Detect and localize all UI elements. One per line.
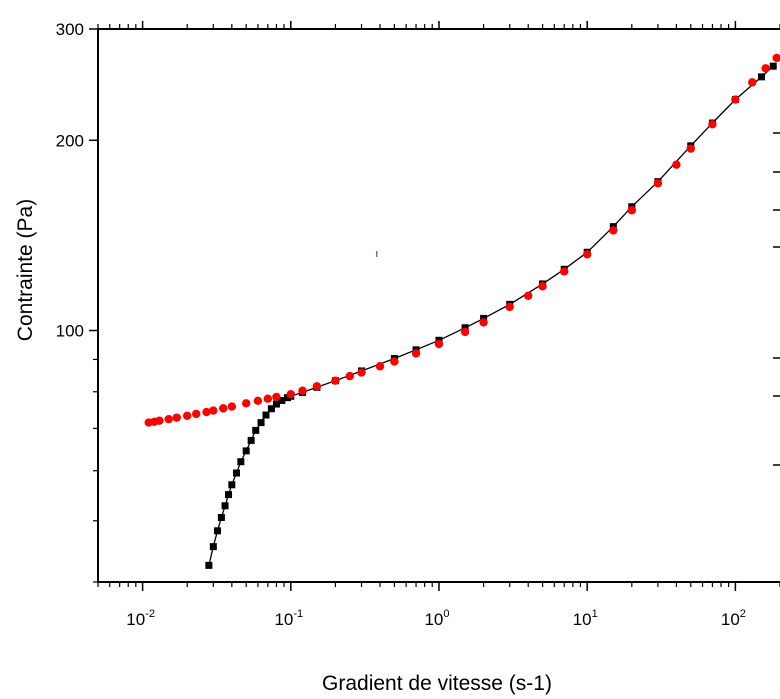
data-point [772,53,780,63]
data-point [253,396,263,406]
data-point [272,392,281,402]
data-point [524,291,533,300]
data-point [219,404,228,413]
data-point [278,396,286,404]
data-point [209,543,217,551]
data-point [263,394,273,403]
tick-labels: 10-2 10-1 100 101 102 100 200 300 [56,20,746,629]
x-tick-label: 102 [721,608,746,629]
data-point [237,458,245,466]
data-point [183,411,192,420]
data-point [538,282,547,291]
data-point [267,405,275,413]
data-point [241,399,251,408]
series-line [208,65,774,566]
data-point [761,64,770,73]
y-axis-title: Contrainte (Pa) [14,199,37,341]
y-tick-label: 200 [56,131,84,150]
series-2 [144,53,780,427]
data-point [205,561,213,569]
x-tick-label: 10-1 [274,608,303,629]
data-point [192,409,201,419]
data-point [375,362,385,371]
data-point [731,95,740,104]
x-axis-title: Gradient de vitesse (s-1) [322,672,552,695]
data-point [345,371,354,381]
data-point [257,419,265,427]
data-point [242,447,250,455]
data-point [164,414,173,424]
data-point [312,382,322,391]
stray-mark [376,251,378,257]
data-point [202,407,211,417]
data-point [434,339,444,349]
data-point [653,179,663,188]
series-layer [144,53,780,569]
data-point [252,426,260,434]
data-point [708,120,717,129]
data-point [232,469,240,477]
data-point [209,406,218,415]
data-point [286,389,296,399]
data-point [225,491,233,499]
data-point [228,481,236,489]
data-point [272,400,280,408]
data-point [769,62,777,70]
data-point [686,144,695,153]
data-point [411,349,421,358]
x-tick-label: 10-2 [126,608,155,629]
data-point [172,413,181,422]
data-point [560,267,569,276]
data-point [357,368,366,377]
plot-frame [97,28,780,583]
x-tick-label: 101 [573,608,598,629]
data-point [247,436,255,444]
data-point [505,302,514,312]
data-point [627,206,637,215]
data-point [262,411,270,419]
data-point [479,318,488,327]
data-point [757,73,765,81]
data-point [609,226,618,235]
data-point [298,386,307,395]
y-tick-label: 300 [56,20,84,39]
stray-marks [376,132,780,466]
data-point [155,416,164,425]
series-1 [205,62,777,569]
data-point [672,160,681,169]
ticks [89,21,780,591]
data-point [217,513,225,521]
y-tick-label: 100 [56,322,84,341]
data-point [390,357,399,366]
data-point [227,402,237,411]
data-point [221,502,229,510]
x-tick-label: 100 [424,608,449,629]
data-point [748,78,757,87]
data-point [331,376,340,385]
data-point [460,327,470,337]
data-point [213,527,221,535]
data-point [582,250,592,259]
